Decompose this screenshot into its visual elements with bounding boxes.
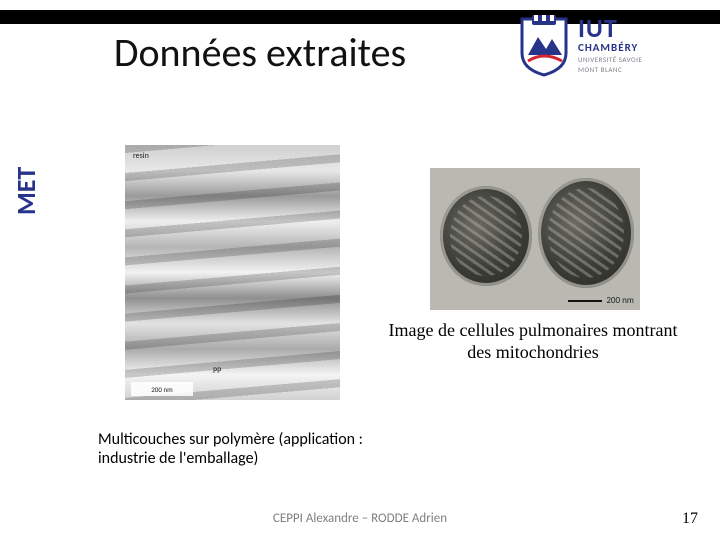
vertical-label: MET — [10, 167, 42, 215]
brand-logo: IUT CHAMBÉRY UNIVERSITÉ SAVOIE MONT BLAN… — [518, 0, 708, 92]
figure-mitochondria: 200 nm — [430, 168, 640, 310]
figure-polymer: resin PP 200 nm — [125, 145, 340, 400]
footer-credits: CEPPI Alexandre – RODDE Adrien — [0, 511, 720, 526]
crest-icon — [518, 15, 570, 77]
mitochondrion-icon — [440, 186, 532, 286]
scalebar-icon — [568, 300, 602, 302]
brand-sub1: UNIVERSITÉ SAVOIE — [578, 56, 642, 64]
figure-mitochondria-scale-label: 200 nm — [606, 295, 634, 306]
brand-iut: IUT — [578, 17, 642, 40]
figure-mitochondria-scale: 200 nm — [568, 295, 634, 306]
figure-polymer-scale: 200 nm — [131, 382, 193, 396]
figure-polymer-tag-bottom: PP — [213, 366, 221, 376]
caption-polymer: Multicouches sur polymère (application :… — [98, 430, 388, 468]
page-title: Données extraites — [0, 28, 520, 77]
mitochondrion-icon — [538, 178, 634, 288]
caption-mitochondria: Image de cellules pulmonaires montrant d… — [388, 320, 678, 363]
brand-text: IUT CHAMBÉRY UNIVERSITÉ SAVOIE MONT BLAN… — [578, 17, 642, 74]
page-number: 17 — [682, 510, 698, 528]
brand-sub2: MONT BLANC — [578, 66, 642, 74]
brand-city: CHAMBÉRY — [578, 41, 642, 54]
slide: IUT CHAMBÉRY UNIVERSITÉ SAVOIE MONT BLAN… — [0, 0, 720, 540]
figure-polymer-tag-top: resin — [133, 151, 149, 161]
